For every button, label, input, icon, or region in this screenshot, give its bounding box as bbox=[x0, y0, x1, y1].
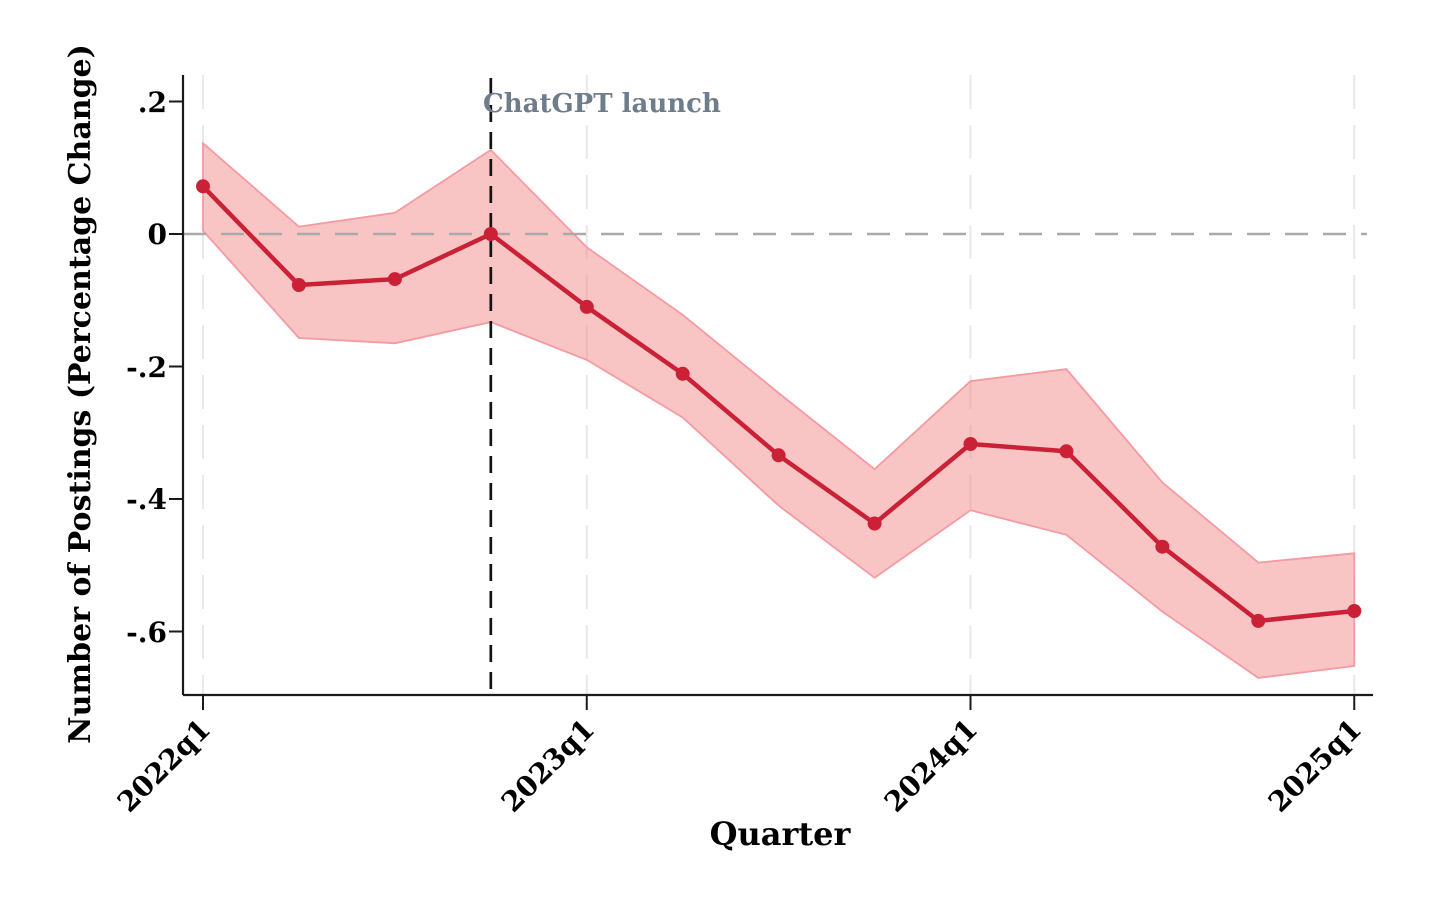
data-point-2023q3 bbox=[771, 448, 786, 463]
data-point-2022q2 bbox=[291, 278, 306, 292]
data-point-2024q4 bbox=[1251, 613, 1266, 628]
data-point-2023q2 bbox=[675, 366, 690, 381]
x-axis-tick-labels: 2022q1 2023q1 2024q1 2025q1 bbox=[111, 713, 1368, 819]
y-tick-label--0.2: -.2 bbox=[126, 351, 167, 384]
y-axis-title: Number of Postings (Percentage Change) bbox=[63, 44, 98, 744]
x-axis-title: Quarter bbox=[710, 815, 852, 853]
data-point-2022q3 bbox=[387, 272, 402, 287]
data-point-2022q4 bbox=[483, 227, 498, 241]
y-tick-label-0.2: .2 bbox=[138, 86, 167, 119]
x-tick-label-2023q1: 2023q1 bbox=[495, 713, 601, 819]
data-point-2023q1 bbox=[579, 299, 594, 314]
confidence-band bbox=[202, 141, 1356, 679]
x-tick-label-2025q1: 2025q1 bbox=[1262, 713, 1368, 819]
y-tick-label-0: 0 bbox=[148, 218, 167, 251]
x-tick-label-2022q1: 2022q1 bbox=[111, 713, 217, 819]
y-axis-tick-labels: .2 0 -.2 -.4 -.6 bbox=[126, 86, 167, 649]
data-point-2023q4 bbox=[867, 516, 882, 531]
chatgpt-launch-annotation: ChatGPT launch bbox=[483, 89, 721, 119]
y-tick-label--0.4: -.4 bbox=[126, 483, 167, 516]
y-tick-label--0.6: -.6 bbox=[126, 616, 167, 649]
data-point-2025q1 bbox=[1347, 604, 1362, 618]
data-point-2024q2 bbox=[1059, 444, 1074, 459]
plot-layer bbox=[169, 75, 1373, 710]
data-point-2024q1 bbox=[963, 437, 978, 451]
data-point-2022q1 bbox=[196, 179, 210, 194]
data-point-2024q3 bbox=[1155, 539, 1170, 554]
x-tick-label-2024q1: 2024q1 bbox=[878, 713, 984, 819]
